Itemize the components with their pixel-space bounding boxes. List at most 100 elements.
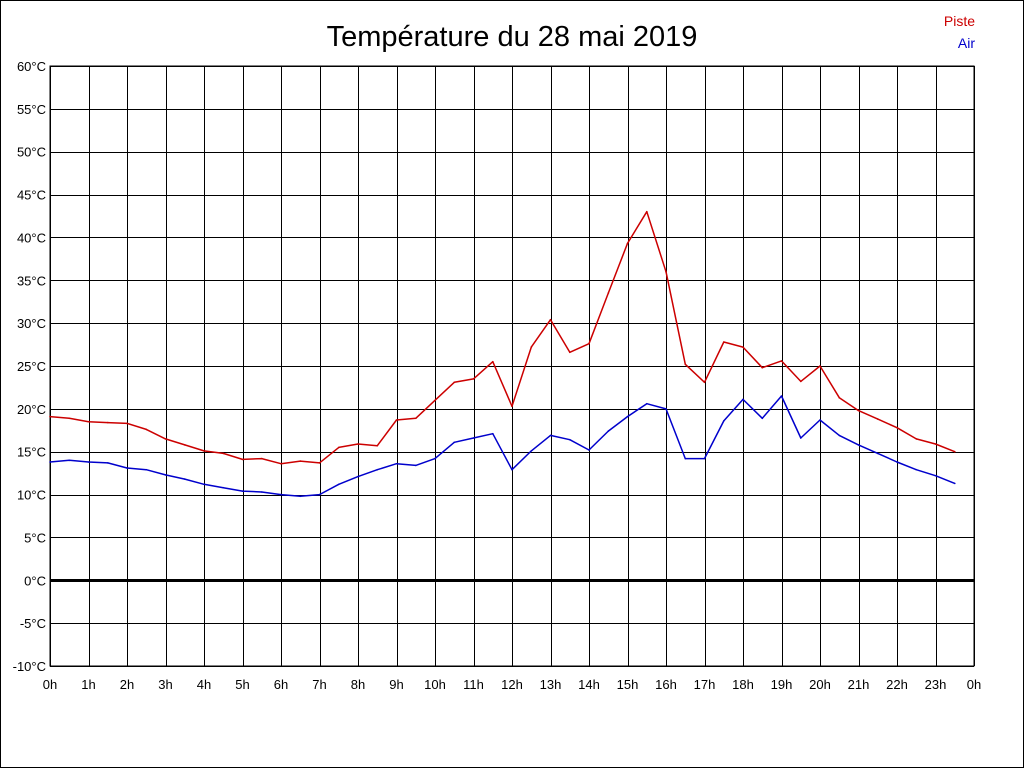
data-point (703, 381, 706, 384)
x-tick-label: 12h (501, 677, 523, 692)
data-point (222, 452, 225, 455)
series-line-piste (49, 210, 956, 465)
data-point (588, 342, 590, 345)
y-tick-label: 20°C (17, 402, 46, 417)
data-point (203, 450, 205, 452)
data-point (915, 468, 918, 471)
x-tick-label: 2h (120, 677, 134, 692)
y-tick-label: 35°C (17, 273, 46, 288)
data-point (646, 402, 648, 405)
data-point (68, 459, 71, 462)
x-tick-label: 13h (540, 677, 562, 692)
data-point (145, 428, 148, 431)
data-point (164, 438, 167, 440)
data-point (126, 422, 128, 425)
y-tick-label: 30°C (17, 316, 46, 331)
data-point (338, 483, 340, 486)
data-point (376, 468, 379, 471)
data-point (838, 396, 841, 399)
data-point (626, 242, 629, 245)
y-tick-label: -10°C (13, 659, 46, 674)
legend-entry-air: Air (958, 35, 975, 51)
grid (49, 65, 975, 667)
data-point (819, 365, 821, 367)
x-tick-label: 10h (424, 677, 446, 692)
data-point (588, 449, 590, 451)
data-point (318, 462, 321, 464)
y-tick-label: 45°C (17, 188, 46, 203)
data-point (107, 421, 109, 424)
y-tick-label: -5°C (20, 616, 46, 631)
data-point (453, 381, 456, 384)
data-point (857, 409, 860, 412)
data-point (723, 420, 725, 422)
x-tick-label: 1h (81, 677, 95, 692)
data-point (338, 446, 340, 449)
x-tick-label: 6h (274, 677, 288, 692)
data-point (626, 415, 629, 418)
data-point (318, 493, 321, 496)
data-point (241, 458, 244, 461)
series-lines (49, 210, 956, 498)
data-point (49, 415, 51, 418)
x-tick-label: 3h (158, 677, 172, 692)
y-tick-label: 60°C (17, 59, 46, 74)
data-point (415, 417, 417, 420)
data-point (665, 270, 667, 273)
data-point (357, 443, 359, 445)
data-point (415, 464, 417, 467)
data-point (896, 461, 898, 463)
y-tick-label: 40°C (17, 230, 46, 245)
data-point (87, 461, 90, 463)
x-axis-labels: 0h 1h 2h 3h 4h 5h 6h 7h 8h 9h 10h 11h 12h 13h 14h 15h 16… (43, 677, 981, 692)
x-tick-label: 0h (43, 677, 57, 692)
data-point (87, 420, 90, 423)
x-tick-label: 11h (463, 677, 484, 692)
data-point (896, 426, 898, 429)
data-point (723, 341, 725, 343)
data-point (184, 444, 186, 446)
y-tick-label: 10°C (17, 488, 46, 503)
data-point (569, 438, 571, 441)
data-point (761, 366, 764, 369)
data-point (665, 408, 667, 410)
data-point (472, 378, 475, 380)
data-point (819, 419, 821, 421)
data-point (203, 483, 205, 486)
data-point (646, 210, 648, 213)
data-point (780, 395, 783, 397)
y-tick-label: 0°C (24, 573, 46, 588)
data-point (934, 443, 937, 445)
data-point (800, 437, 802, 439)
data-point (838, 434, 841, 437)
data-point (164, 474, 167, 476)
data-point (49, 461, 51, 463)
data-point (684, 363, 687, 366)
data-point (954, 450, 956, 453)
data-point (357, 475, 359, 478)
data-point (184, 478, 186, 480)
chart-title: Température du 28 mai 2019 (327, 21, 698, 53)
data-point (261, 491, 263, 493)
data-point (954, 482, 956, 485)
data-point (530, 346, 533, 348)
data-point (511, 468, 513, 471)
data-point (761, 417, 764, 420)
data-point (280, 493, 282, 496)
data-point (742, 398, 744, 401)
data-point (376, 444, 379, 447)
data-point (780, 360, 783, 362)
x-tick-label: 20h (809, 677, 831, 692)
data-point (472, 437, 475, 439)
x-tick-label: 21h (848, 677, 870, 692)
data-point (915, 438, 918, 440)
series-points-air (49, 395, 956, 498)
data-point (68, 417, 71, 420)
x-tick-label: 4h (197, 677, 211, 692)
legend-entry-piste: Piste (944, 13, 975, 29)
y-tick-label: 50°C (17, 145, 46, 160)
x-tick-label: 17h (694, 677, 716, 692)
data-point (434, 457, 436, 460)
x-tick-label: 18h (732, 677, 754, 692)
